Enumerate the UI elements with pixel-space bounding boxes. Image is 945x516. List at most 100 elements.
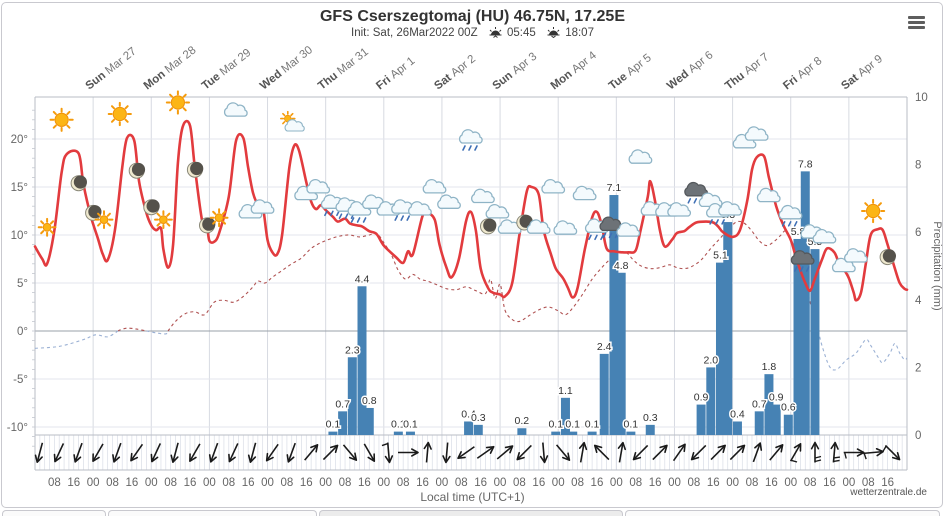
wind-barb-icon <box>496 445 514 460</box>
bottom-tab-1[interactable] <box>2 510 106 516</box>
svg-text:0.4: 0.4 <box>730 408 745 420</box>
svg-text:Mon Mar 28: Mon Mar 28 <box>142 44 199 92</box>
cloud-weather-icon <box>667 202 692 217</box>
wind-barb-icon <box>228 443 239 463</box>
init-label: Init: Sat, 26Mar2022 00Z <box>351 27 478 39</box>
sun-weather-icon <box>107 101 132 127</box>
chart-subtitle: Init: Sat, 26Mar2022 00Z 05:45 18:07 <box>0 26 945 41</box>
svg-text:5°: 5° <box>17 278 28 290</box>
wind-barb-icon <box>381 442 394 464</box>
cloud-weather-icon <box>744 126 769 141</box>
svg-text:0.1: 0.1 <box>624 419 639 431</box>
svg-text:0.1: 0.1 <box>326 419 341 431</box>
svg-text:16: 16 <box>300 477 313 489</box>
sun-weather-icon <box>860 198 886 224</box>
svg-text:16: 16 <box>358 477 371 489</box>
svg-text:16: 16 <box>242 477 255 489</box>
wind-barb-icon <box>539 442 549 464</box>
moon-weather-icon <box>70 175 87 192</box>
wind-barb-icon <box>769 444 784 461</box>
wind-barb-icon <box>342 444 358 461</box>
svg-text:00: 00 <box>668 477 681 489</box>
svg-text:00: 00 <box>842 477 855 489</box>
wind-barb-icon <box>457 446 475 460</box>
hamburger-menu-icon[interactable] <box>908 16 925 30</box>
wind-barb-icon <box>593 444 610 461</box>
svg-text:4: 4 <box>915 295 922 307</box>
svg-text:0.1: 0.1 <box>403 419 418 431</box>
wind-barb-icon <box>810 441 822 463</box>
svg-text:0.3: 0.3 <box>643 412 658 424</box>
wind-barb-icon <box>170 442 179 463</box>
wind-barb-icon <box>729 444 746 461</box>
svg-text:08: 08 <box>804 477 817 489</box>
credit-text: wetterzentrale.de <box>850 487 927 498</box>
svg-text:-10°: -10° <box>7 422 28 434</box>
svg-text:Tue Mar 29: Tue Mar 29 <box>200 47 254 93</box>
cloud-weather-icon <box>408 201 432 216</box>
part-weather-icon <box>280 110 305 132</box>
bottom-tab-3[interactable] <box>319 510 623 516</box>
svg-text:0.1: 0.1 <box>565 419 580 431</box>
svg-text:00: 00 <box>726 477 739 489</box>
wind-barb-icon <box>322 444 339 461</box>
chart-title: GFS Cserszegtomaj (HU) 46.75N, 17.25E <box>319 8 625 25</box>
svg-text:08: 08 <box>48 477 61 489</box>
svg-text:16: 16 <box>416 477 429 489</box>
wind-barb-icon <box>863 447 884 460</box>
moon-weather-icon <box>85 204 102 221</box>
bottom-tab-4[interactable] <box>625 510 940 516</box>
svg-text:2.0: 2.0 <box>703 354 718 366</box>
wind-barb-icon <box>476 445 495 459</box>
cloud-weather-icon <box>844 248 868 263</box>
svg-text:16: 16 <box>707 477 720 489</box>
svg-text:16: 16 <box>67 477 80 489</box>
sunrise-time: 05:45 <box>507 27 536 39</box>
moon-weather-icon <box>186 161 204 178</box>
cloud-weather-icon <box>628 149 653 164</box>
svg-text:0.6: 0.6 <box>781 402 796 414</box>
wind-barb-icon <box>150 443 162 463</box>
svg-text:15°: 15° <box>11 182 28 194</box>
sun-weather-icon <box>49 107 74 132</box>
wind-barb-icon <box>442 442 451 464</box>
svg-text:0.7: 0.7 <box>335 398 350 410</box>
cloud-weather-icon <box>553 220 578 235</box>
svg-text:0.2: 0.2 <box>515 415 530 427</box>
wind-barb-icon <box>752 442 763 463</box>
svg-text:2: 2 <box>915 362 921 374</box>
svg-text:16: 16 <box>765 477 778 489</box>
svg-text:00: 00 <box>145 477 158 489</box>
cloud-weather-icon <box>756 187 781 203</box>
bottom-tab-2[interactable] <box>108 510 317 516</box>
sunset-time: 18:07 <box>565 27 594 39</box>
moon-weather-icon <box>199 217 216 234</box>
wind-barb-icon <box>516 444 532 461</box>
cloud-weather-icon <box>541 179 566 194</box>
wind-barb-icon <box>265 443 279 462</box>
wind-barb-icon <box>617 441 627 463</box>
cloud-weather-icon <box>422 179 447 194</box>
svg-text:0.1: 0.1 <box>585 419 600 431</box>
svg-text:16: 16 <box>591 477 604 489</box>
wind-barb-icon <box>555 444 571 461</box>
cloud-weather-icon <box>812 228 837 244</box>
svg-text:00: 00 <box>319 477 332 489</box>
svg-text:00: 00 <box>261 477 274 489</box>
svg-text:1.1: 1.1 <box>558 385 573 397</box>
moon-weather-icon <box>128 162 146 179</box>
svg-text:-5°: -5° <box>13 374 28 386</box>
svg-text:08: 08 <box>571 477 584 489</box>
svg-text:0.3: 0.3 <box>471 412 486 424</box>
svg-text:20°: 20° <box>11 134 28 146</box>
svg-text:08: 08 <box>164 477 177 489</box>
svg-text:08: 08 <box>281 477 294 489</box>
svg-text:4.8: 4.8 <box>614 260 629 272</box>
cloud-weather-icon <box>250 199 275 214</box>
svg-text:Wed Apr 6: Wed Apr 6 <box>665 49 716 92</box>
wind-barb-icon <box>53 443 65 463</box>
svg-text:16: 16 <box>823 477 836 489</box>
svg-text:7.8: 7.8 <box>798 158 813 170</box>
cloud-weather-icon <box>718 201 742 216</box>
